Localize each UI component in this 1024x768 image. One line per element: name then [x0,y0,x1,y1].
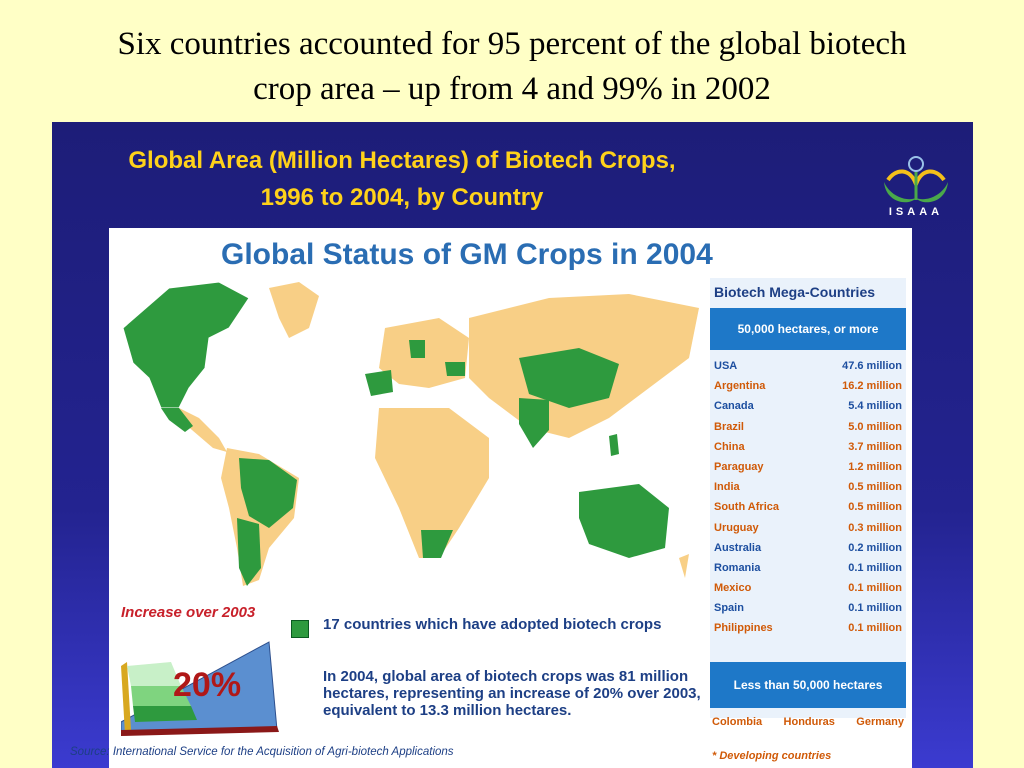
slide-title: Six countries accounted for 95 percent o… [20,22,1004,112]
mega-row: Argentina 16.2 million [714,380,902,400]
map-north-america [122,281,250,409]
slide-panel: Global Area (Million Hectares) of Biotec… [52,122,973,768]
world-map [122,281,699,586]
source-note: Source: International Service for the Ac… [70,746,454,758]
mega-row: Philippines 0.1 million [714,622,902,642]
mega-country: Uruguay [714,521,759,534]
increase-value: 20% [173,666,241,704]
slide-title-line2: crop area – up from 4 and 99% in 2002 [253,71,771,107]
increase-graphic: 20% [121,641,279,736]
mega-country: Canada [714,400,754,413]
mega-value: 0.1 million [848,582,902,595]
mega-value: 0.1 million [848,561,902,574]
mega-country: South Africa [714,501,779,514]
increase-title: Increase over 2003 [121,604,256,621]
developing-note: * Developing countries [712,750,832,762]
map-philippines [609,434,619,456]
logo-text: ISAAA [888,206,944,218]
map-china [519,348,619,408]
mega-country: Mexico [714,582,752,595]
mega-row: Canada 5.4 million [714,400,902,420]
mega-country: Australia [714,541,762,554]
mega-value: 16.2 million [842,380,902,393]
mega-country: USA [714,360,738,372]
mega-countries-table: Biotech Mega-Countries 50,000 hectares, … [710,278,906,718]
mega-country: Philippines [714,622,773,635]
map-india [519,398,549,448]
mega-country: China [714,440,745,453]
mega-row: USA 47.6 million [714,360,902,380]
mega-row: Spain 0.1 million [714,602,902,622]
mega-value: 0.5 million [848,501,902,514]
panel-title-line1: Global Area (Million Hectares) of Biotec… [128,147,676,174]
map-new-zealand [679,554,689,578]
mega-value: 0.1 million [848,622,902,635]
mega-value: 5.0 million [848,420,902,433]
panel-title: Global Area (Million Hectares) of Biotec… [122,142,682,216]
mega-row: South Africa 0.5 million [714,501,902,521]
mega-country: Spain [714,602,744,615]
mega-value: 3.7 million [848,440,902,453]
map-germany [409,340,425,358]
mega-value: 0.3 million [848,521,902,534]
map-greenland [269,282,319,338]
mega-row: Romania 0.1 million [714,562,902,582]
isaaa-logo-icon [884,156,948,203]
mega-country: Brazil [714,420,744,433]
mega-country: Romania [714,561,761,574]
map-panel: Global Status of GM Crops in 2004 [109,228,912,768]
map-mexico [161,408,193,432]
small-country: Honduras [783,716,835,728]
small-country: Germany [856,716,904,728]
mega-header: Biotech Mega-Countries [714,284,876,300]
panel-title-line2: 1996 to 2004, by Country [260,184,544,211]
small-countries-list: Colombia Honduras Germany [712,716,904,728]
mega-list: USA 47.6 million Argentina 16.2 million Cana… [714,360,902,643]
mega-value: 0.2 million [848,541,902,554]
mega-row: China 3.7 million [714,441,902,461]
map-africa [375,408,489,558]
map-australia [579,484,669,558]
small-country: Colombia [712,716,763,728]
summary-paragraph: In 2004, global area of biotech crops wa… [323,668,701,719]
mega-value: 47.6 million [842,360,902,372]
mega-row: India 0.5 million [714,481,902,501]
mega-value: 0.5 million [848,481,902,494]
mega-value: 1.2 million [848,460,902,473]
map-south-africa [421,530,453,558]
mega-row: Australia 0.2 million [714,542,902,562]
mega-country: Paraguay [714,460,764,473]
mega-row: Brazil 5.0 million [714,421,902,441]
map-spain [365,370,393,396]
map-central-america [179,408,227,452]
mega-row: Mexico 0.1 million [714,582,902,602]
map-argentina [237,518,261,586]
mega-value: 0.1 million [848,602,902,615]
slide-title-line1: Six countries accounted for 95 percent o… [117,26,907,62]
mega-band: 50,000 hectares, or more [710,308,906,350]
mega-row: Paraguay 1.2 million [714,461,902,481]
map-heading: Global Status of GM Crops in 2004 [221,238,713,271]
legend-text: 17 countries which have adopted biotech … [323,616,662,633]
map-brazil [239,458,297,528]
small-band: Less than 50,000 hectares [710,662,906,708]
mega-country: India [714,481,740,494]
adopted-legend-icon [291,620,309,638]
map-romania [445,362,465,376]
mega-country: Argentina [714,380,766,393]
mega-value: 5.4 million [848,400,902,413]
mega-row: Uruguay 0.3 million [714,522,902,542]
